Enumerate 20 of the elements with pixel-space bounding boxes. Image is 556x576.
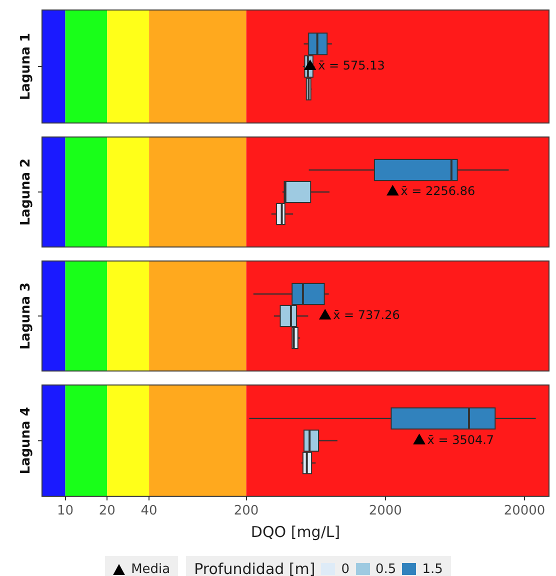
legend-label: 1.5 — [422, 562, 443, 576]
y-tick-label: Laguna 1 — [18, 32, 34, 100]
x-tick-label: 20 — [98, 504, 116, 519]
annotation: x̄ = 3504.7 — [427, 432, 494, 447]
legend-title: Profundidad [m] — [194, 560, 316, 576]
annotation: x̄ = 737.26 — [333, 308, 400, 322]
x-tick-label: 2000 — [368, 504, 402, 519]
x-tick-label: 20000 — [504, 504, 546, 519]
legend-label: 0 — [341, 562, 350, 576]
legend-label: Media — [131, 562, 170, 576]
x-tick-label: 10 — [57, 504, 74, 519]
x-axis-title: DQO [mg/L] — [250, 522, 340, 541]
legend-label: 0.5 — [376, 562, 396, 576]
annotation: x̄ = 575.13 — [318, 58, 385, 73]
y-tick-label: Laguna 3 — [18, 282, 34, 350]
annotation: x̄ = 2256.86 — [400, 184, 476, 198]
y-tick-label: Laguna 4 — [18, 407, 34, 474]
x-tick-label: 40 — [140, 504, 158, 519]
y-tick-label: Laguna 2 — [18, 158, 34, 226]
x-tick-label: 200 — [234, 504, 259, 519]
